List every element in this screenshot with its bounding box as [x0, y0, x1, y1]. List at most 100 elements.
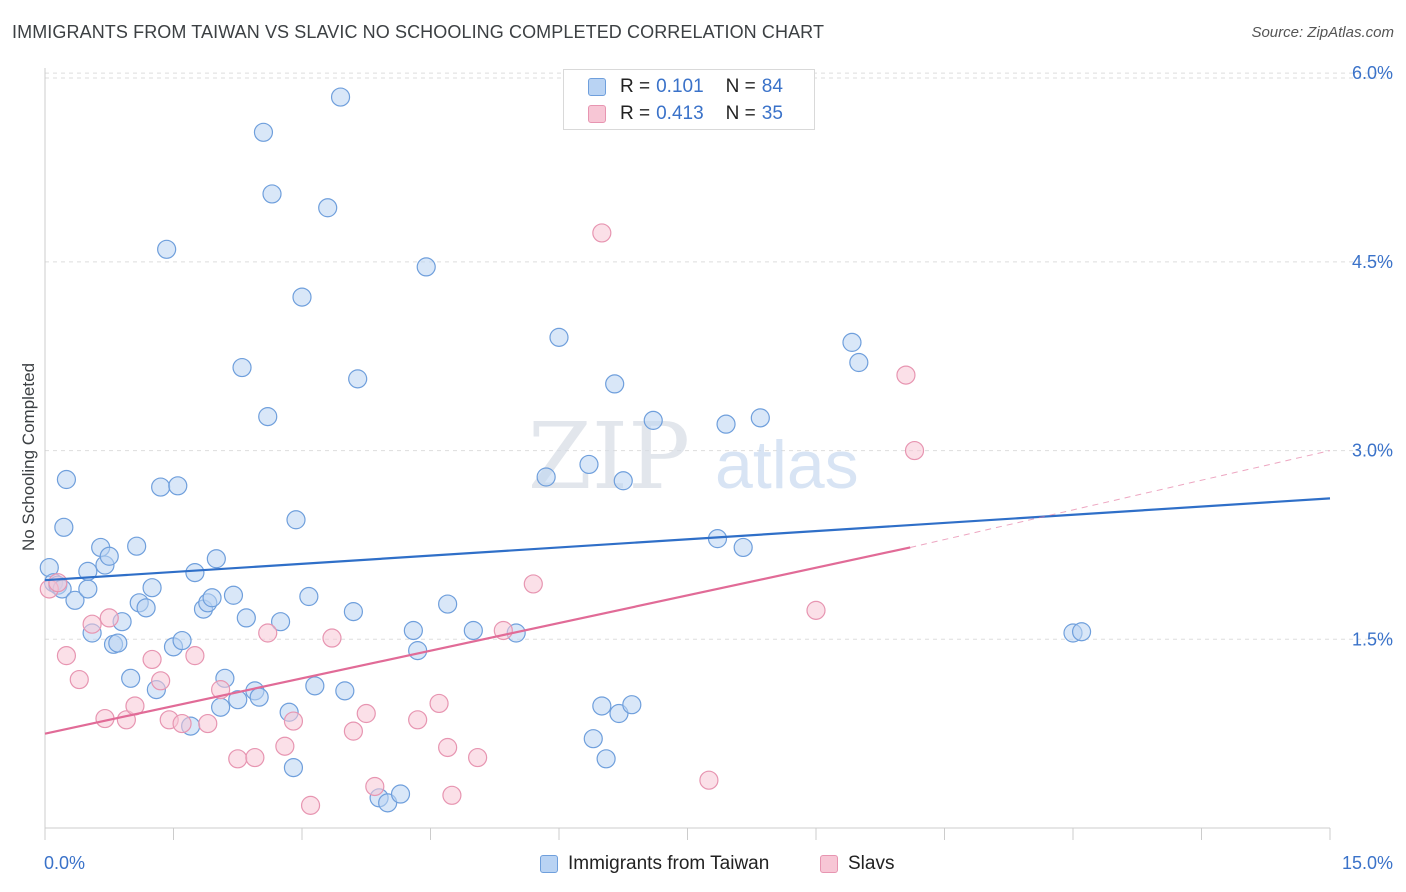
taiwan-point — [228, 690, 248, 710]
slavs-point — [198, 713, 218, 734]
slavs-point — [283, 711, 304, 731]
slavs-point — [258, 623, 278, 643]
legend-swatch-slavs — [820, 855, 838, 873]
slavs-point — [429, 693, 449, 714]
taiwan-point — [127, 536, 147, 556]
r-label: R = — [620, 103, 651, 124]
taiwan-point — [249, 687, 269, 707]
x-tick-label-min: 0.0% — [44, 853, 85, 873]
taiwan-point — [622, 695, 642, 715]
taiwan-point — [223, 585, 244, 605]
legend-label-taiwan: Immigrants from Taiwan — [568, 853, 770, 874]
taiwan-point — [643, 410, 663, 430]
taiwan-point — [258, 407, 278, 427]
slavs-point — [699, 770, 719, 790]
taiwan-point — [592, 696, 612, 716]
taiwan-point — [151, 477, 171, 497]
stats-row-slavs: R = 0.413 N = 35 — [588, 101, 783, 127]
slavs-point — [468, 747, 488, 768]
y-tick-label: 1.5% — [1352, 629, 1393, 649]
slavs-trend-line — [44, 546, 911, 735]
taiwan-point — [253, 122, 274, 142]
y-tick-label: 3.0% — [1352, 441, 1393, 461]
taiwan-point — [335, 681, 355, 701]
legend-label-slavs: Slavs — [848, 853, 895, 874]
taiwan-point — [78, 579, 98, 599]
taiwan-point — [403, 620, 423, 641]
chart-title: IMMIGRANTS FROM TAIWAN VS SLAVIC NO SCHO… — [12, 22, 825, 42]
stats-row-taiwan: R = 0.101 N = 84 — [588, 74, 783, 100]
slavs-point — [245, 747, 265, 768]
slavs-point — [300, 795, 321, 815]
slavs-point — [151, 671, 171, 691]
grid — [45, 72, 1392, 640]
slavs-point — [523, 574, 543, 594]
slavs-point — [806, 600, 826, 620]
taiwan-point — [121, 668, 141, 688]
taiwan-point — [54, 517, 74, 537]
slavs-point — [408, 710, 428, 730]
legend-swatch-taiwan — [540, 855, 558, 873]
taiwan-point — [842, 332, 862, 352]
watermark-zip: ZIP — [528, 403, 690, 510]
taiwan-point — [65, 590, 85, 610]
taiwan-point — [185, 563, 205, 583]
slavs-point — [592, 223, 612, 243]
watermark-atlas: atlas — [715, 427, 859, 503]
taiwan-trend-line — [44, 497, 1331, 582]
slavs-point — [365, 776, 385, 797]
taiwan-point — [172, 630, 192, 651]
slavs-point — [48, 573, 68, 593]
taiwan-point — [318, 198, 338, 218]
taiwan-point — [408, 641, 428, 661]
taiwan-point — [232, 357, 252, 378]
slavs-point — [356, 703, 376, 724]
taiwan-point — [343, 602, 363, 622]
taiwan-point — [579, 454, 599, 475]
slavs-point — [69, 669, 89, 690]
taiwan-point — [750, 408, 770, 428]
taiwan-point — [716, 414, 736, 434]
taiwan-point — [305, 676, 325, 696]
slavs-point — [275, 736, 295, 756]
r-label: R = — [620, 76, 651, 97]
taiwan-point — [1071, 622, 1092, 642]
taiwan-point — [211, 697, 231, 717]
taiwan-point — [463, 620, 483, 641]
legend-item-taiwan[interactable]: Immigrants from Taiwan — [540, 851, 769, 877]
slavs-point — [438, 737, 458, 758]
y-tick-label: 4.5% — [1352, 252, 1393, 272]
slavs-point — [56, 646, 77, 666]
taiwan-point — [583, 729, 603, 749]
taiwan-point — [605, 374, 625, 394]
taiwan-point — [292, 287, 312, 307]
taiwan-point — [390, 784, 411, 804]
taiwan-point — [549, 327, 569, 347]
slavs-point — [442, 785, 462, 805]
taiwan-point — [536, 467, 556, 487]
y-axis-label: No Schooling Completed — [19, 363, 38, 551]
taiwan-point — [299, 586, 319, 607]
trend-lines — [44, 450, 1331, 735]
slavs-point — [904, 440, 925, 461]
taiwan-point — [168, 476, 188, 496]
n-label: N = — [725, 103, 756, 124]
taiwan-point — [157, 239, 177, 259]
stats-box: R = 0.101 N = 84 R = 0.413 N = 35 — [563, 69, 815, 130]
taiwan-point — [236, 608, 256, 628]
taiwan-point — [142, 578, 162, 598]
slavs-point — [142, 649, 162, 670]
source-label: Source: ZipAtlas.com — [1251, 24, 1394, 41]
slavs-point — [172, 713, 192, 734]
taiwan-point — [416, 257, 436, 277]
n-value: 35 — [761, 103, 783, 124]
slavs-point — [896, 365, 916, 385]
legend-item-slavs[interactable]: Slavs — [820, 851, 894, 877]
taiwan-point — [438, 594, 458, 614]
taiwan-point — [283, 758, 304, 778]
taiwan-point — [262, 184, 282, 204]
taiwan-point — [348, 369, 368, 389]
axes: 1.5% 3.0% 4.5% 6.0% — [44, 63, 1393, 840]
taiwan-point — [202, 588, 222, 608]
taiwan-point — [270, 612, 291, 632]
